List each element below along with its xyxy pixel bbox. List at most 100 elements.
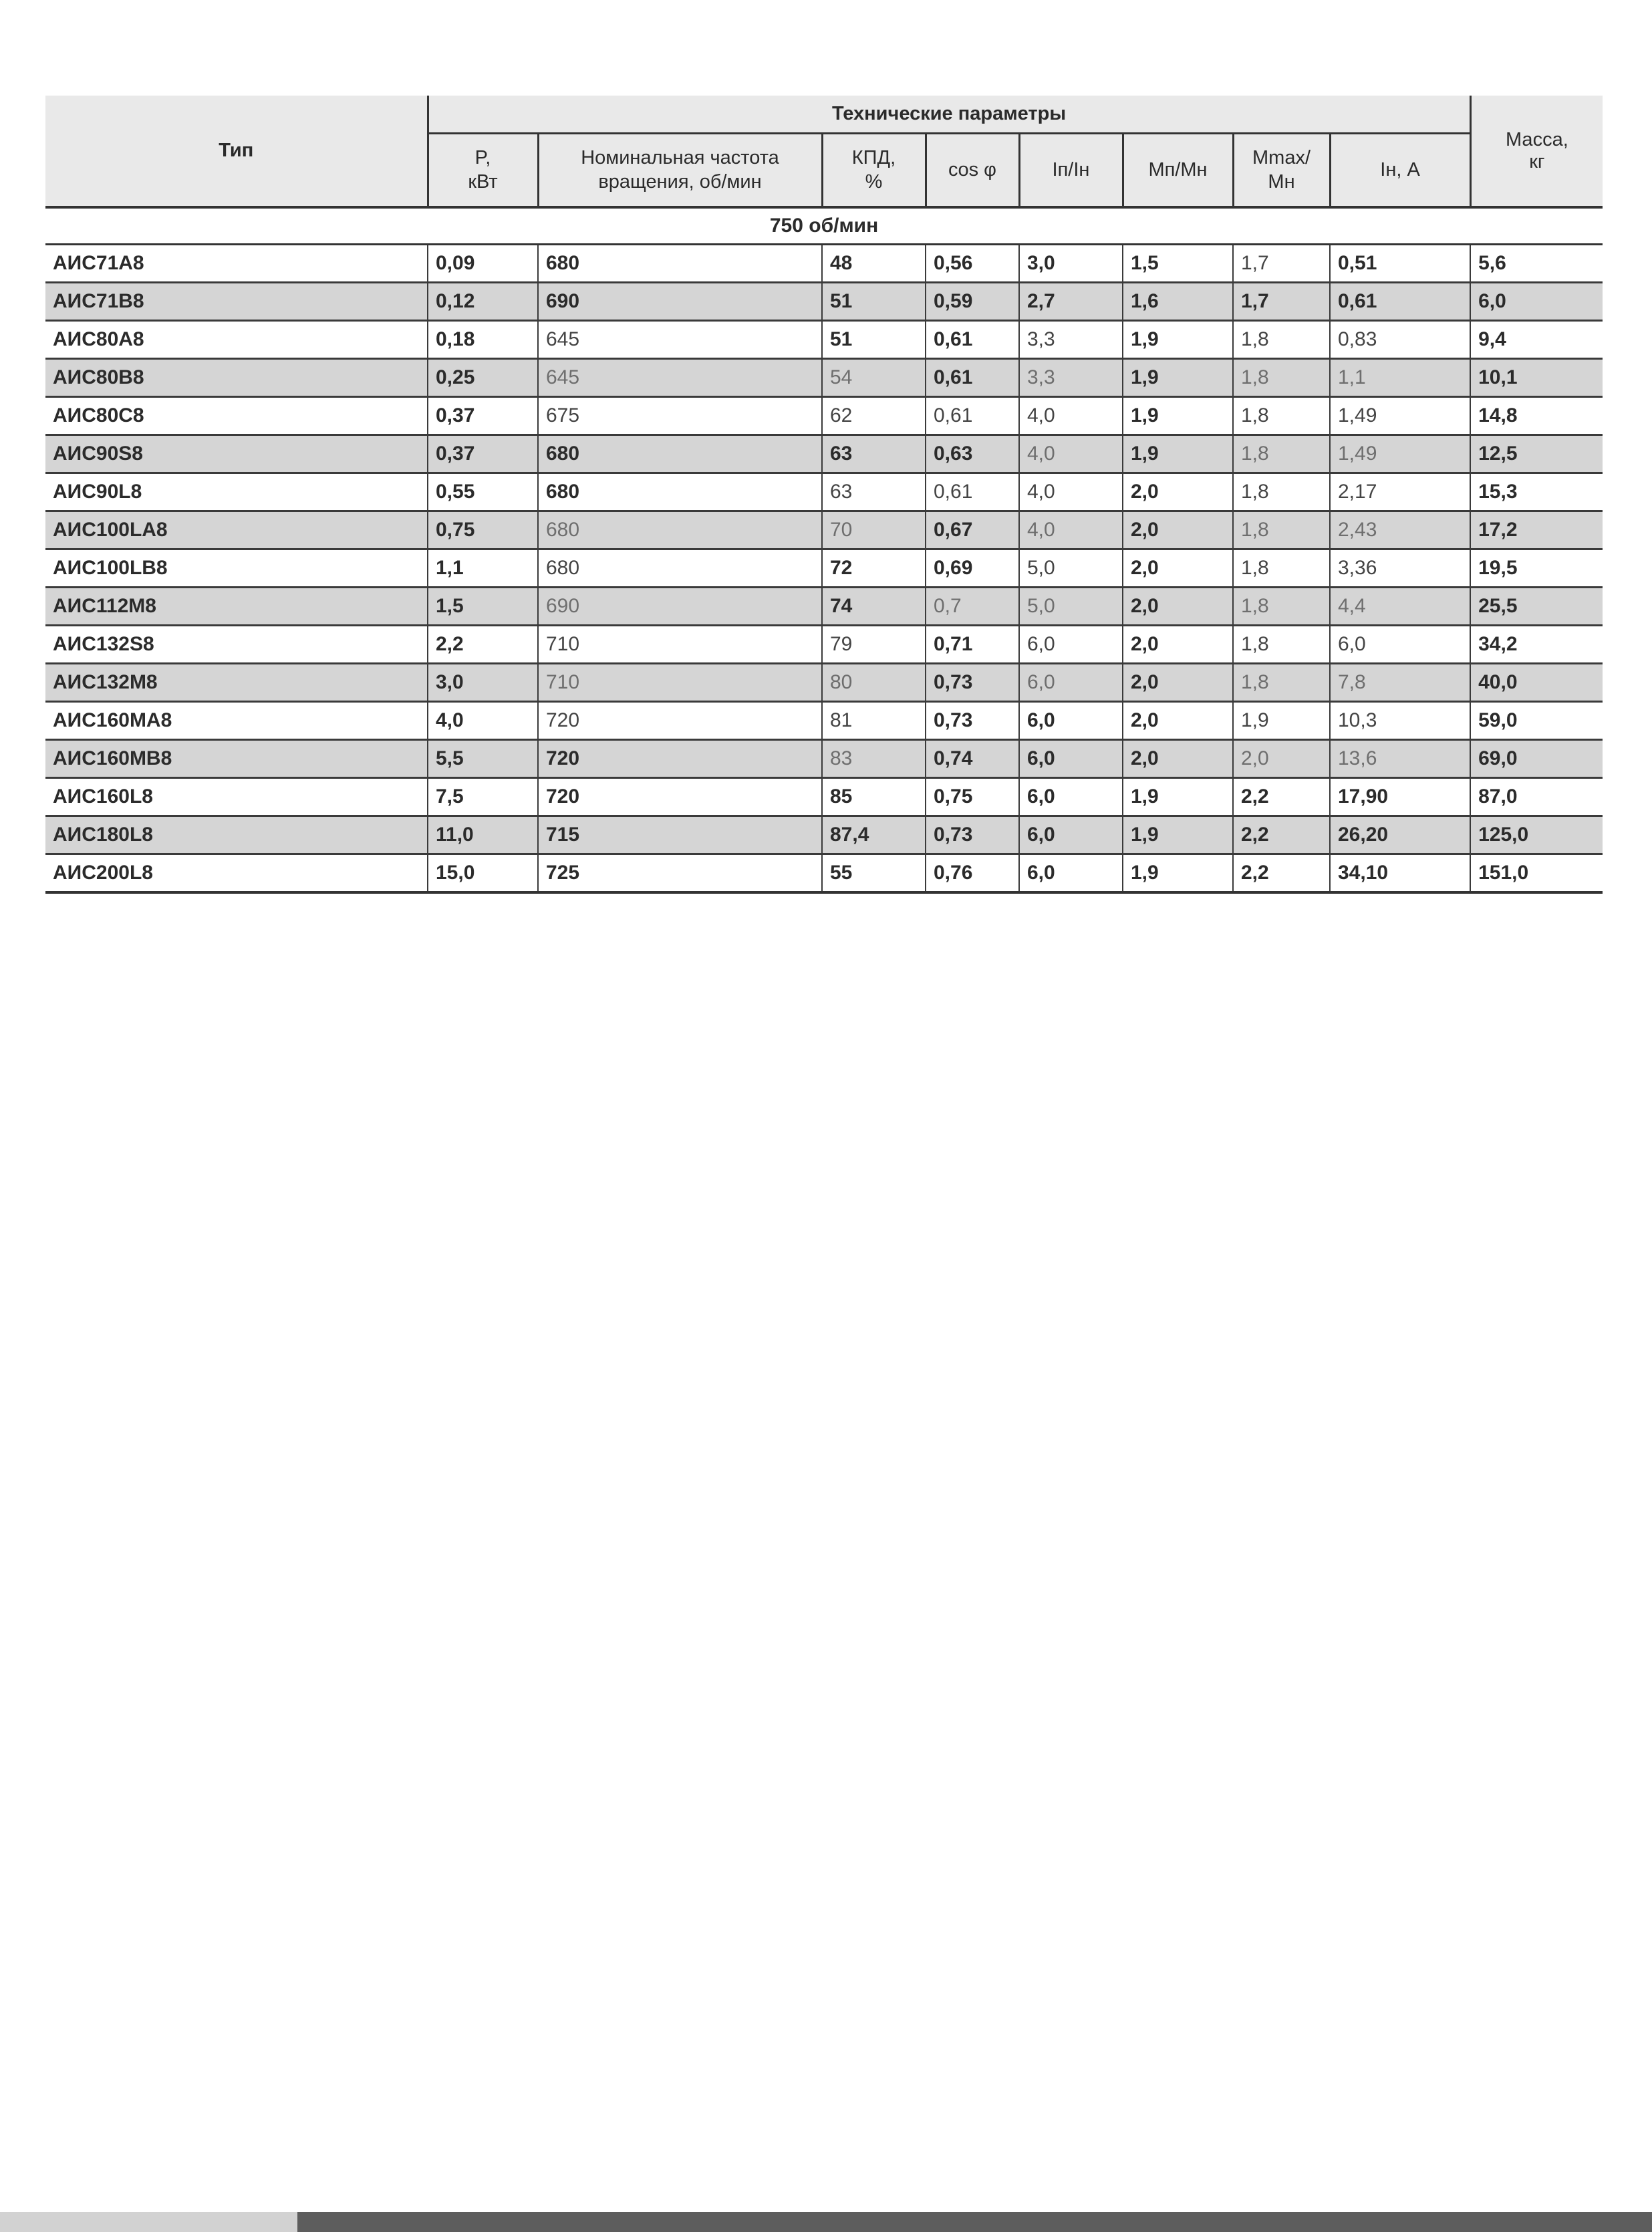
cell-starting-torque-ratio: 2,0 xyxy=(1123,625,1234,664)
cell-efficiency: 81 xyxy=(822,701,926,741)
cell-power: 1,1 xyxy=(428,549,539,588)
table-row: АИС80А8 0,18 645 51 0,61 3,3 1,9 1,8 0,83 9,4 xyxy=(45,320,1603,360)
cell-power-factor: 0,71 xyxy=(926,625,1020,664)
cell-current-ratio: 6,0 xyxy=(1019,625,1123,664)
mass-header-line-1: Масса, xyxy=(1505,128,1568,150)
cell-rated-speed: 720 xyxy=(538,739,823,779)
power-header-line-1: P, xyxy=(474,147,491,169)
table-row: АИС100LВ8 1,1 680 72 0,69 5,0 2,0 1,8 3,36 19,5 xyxy=(45,549,1603,588)
table-row: АИС132S8 2,2 710 79 0,71 6,0 2,0 1,8 6,0 34,2 xyxy=(45,625,1603,664)
cell-power: 0,75 xyxy=(428,511,539,550)
cell-max-torque-ratio: 1,8 xyxy=(1233,473,1331,512)
power-factor-header-line-1: cos φ xyxy=(948,158,996,180)
cell-type: АИС132М8 xyxy=(45,663,428,703)
horizontal-scrollbar-thumb[interactable] xyxy=(297,2212,1652,2232)
table-body: 750 об/мин xyxy=(45,207,1603,245)
header-row-group: Тип Технические параметры Масса, кг xyxy=(45,96,1603,209)
efficiency-header-line-2: % xyxy=(865,170,883,193)
cell-rated-current: 0,51 xyxy=(1330,244,1472,283)
cell-power: 5,5 xyxy=(428,739,539,779)
table-row: АИС90L8 0,55 680 63 0,61 4,0 2,0 1,8 2,17 15,3 xyxy=(45,473,1603,512)
cell-type: АИС132S8 xyxy=(45,625,428,664)
power-header-line-2: кВт xyxy=(468,170,498,193)
cell-rated-current: 13,6 xyxy=(1330,739,1472,779)
cell-type: АИС71А8 xyxy=(45,244,428,283)
cell-starting-torque-ratio: 1,9 xyxy=(1123,777,1234,817)
cell-type: АИС80С8 xyxy=(45,396,428,436)
cell-rated-speed: 645 xyxy=(538,358,823,398)
cell-type: АИС80А8 xyxy=(45,320,428,360)
cell-mass: 59,0 xyxy=(1470,701,1603,741)
cell-current-ratio: 5,0 xyxy=(1019,587,1123,626)
cell-type: АИС112М8 xyxy=(45,587,428,626)
cell-mass: 69,0 xyxy=(1470,739,1603,779)
cell-efficiency: 70 xyxy=(822,511,926,550)
cell-max-torque-ratio: 1,8 xyxy=(1233,358,1331,398)
cell-power: 0,18 xyxy=(428,320,539,360)
cell-power: 0,55 xyxy=(428,473,539,512)
section-header-row: 750 об/мин xyxy=(45,207,1603,245)
horizontal-scrollbar[interactable] xyxy=(0,2212,1652,2232)
cell-max-torque-ratio: 1,8 xyxy=(1233,587,1331,626)
cell-power-factor: 0,59 xyxy=(926,282,1020,322)
cell-starting-torque-ratio: 1,9 xyxy=(1123,320,1234,360)
cell-rated-speed: 680 xyxy=(538,549,823,588)
cell-mass: 12,5 xyxy=(1470,435,1603,474)
cell-efficiency: 72 xyxy=(822,549,926,588)
cell-power-factor: 0,75 xyxy=(926,777,1020,817)
table-header: Тип Технические параметры Масса, кг P, к… xyxy=(45,96,1603,209)
current-ratio-header-line-1: Iп/Iн xyxy=(1052,158,1090,180)
table-row: АИС90S8 0,37 680 63 0,63 4,0 1,9 1,8 1,49 12,5 xyxy=(45,435,1603,474)
cell-power-factor: 0,63 xyxy=(926,435,1020,474)
column-header-rated-speed: Номинальная частота вращения, об/мин xyxy=(537,133,822,209)
column-header-power: P, кВт xyxy=(426,133,538,209)
cell-starting-torque-ratio: 1,9 xyxy=(1123,854,1234,894)
cell-rated-speed: 720 xyxy=(538,701,823,741)
cell-current-ratio: 4,0 xyxy=(1019,396,1123,436)
cell-power: 7,5 xyxy=(428,777,539,817)
cell-efficiency: 48 xyxy=(822,244,926,283)
cell-current-ratio: 6,0 xyxy=(1019,663,1123,703)
table-row: АИС160L8 7,5 720 85 0,75 6,0 1,9 2,2 17,90 87,0 xyxy=(45,777,1603,817)
max-torque-header-line-1: Mmax/ xyxy=(1252,147,1311,169)
cell-max-torque-ratio: 2,0 xyxy=(1233,739,1331,779)
cell-efficiency: 55 xyxy=(822,854,926,894)
speed-header-line-1: Номинальная частота xyxy=(581,147,779,169)
cell-rated-current: 4,4 xyxy=(1330,587,1472,626)
cell-rated-current: 3,36 xyxy=(1330,549,1472,588)
cell-starting-torque-ratio: 1,9 xyxy=(1123,435,1234,474)
cell-power: 11,0 xyxy=(428,816,539,855)
cell-rated-speed: 720 xyxy=(538,777,823,817)
cell-type: АИС160МВ8 xyxy=(45,739,428,779)
cell-mass: 6,0 xyxy=(1470,282,1603,322)
cell-type: АИС80В8 xyxy=(45,358,428,398)
cell-current-ratio: 3,0 xyxy=(1019,244,1123,283)
cell-power-factor: 0,73 xyxy=(926,701,1020,741)
column-header-max-torque-ratio: Mmax/ Мн xyxy=(1232,133,1330,209)
cell-power-factor: 0,61 xyxy=(926,358,1020,398)
cell-power: 0,37 xyxy=(428,396,539,436)
cell-rated-speed: 680 xyxy=(538,473,823,512)
cell-starting-torque-ratio: 1,9 xyxy=(1123,358,1234,398)
cell-efficiency: 54 xyxy=(822,358,926,398)
cell-power: 0,37 xyxy=(428,435,539,474)
table-row: АИС71В8 0,12 690 51 0,59 2,7 1,6 1,7 0,61 6,0 xyxy=(45,282,1603,322)
cell-max-torque-ratio: 1,8 xyxy=(1233,435,1331,474)
cell-power-factor: 0,76 xyxy=(926,854,1020,894)
table-row: АИС80С8 0,37 675 62 0,61 4,0 1,9 1,8 1,49 14,8 xyxy=(45,396,1603,436)
cell-power: 15,0 xyxy=(428,854,539,894)
cell-efficiency: 63 xyxy=(822,473,926,512)
cell-type: АИС100LВ8 xyxy=(45,549,428,588)
cell-power-factor: 0,69 xyxy=(926,549,1020,588)
cell-starting-torque-ratio: 2,0 xyxy=(1123,701,1234,741)
cell-efficiency: 85 xyxy=(822,777,926,817)
cell-mass: 10,1 xyxy=(1470,358,1603,398)
cell-starting-torque-ratio: 1,5 xyxy=(1123,244,1234,283)
cell-max-torque-ratio: 2,2 xyxy=(1233,777,1331,817)
rated-current-header-line-1: Iн, A xyxy=(1380,158,1420,180)
cell-rated-current: 0,83 xyxy=(1330,320,1472,360)
cell-type: АИС200L8 xyxy=(45,854,428,894)
starting-torque-header-line-1: Мп/Мн xyxy=(1148,158,1208,180)
cell-rated-current: 6,0 xyxy=(1330,625,1472,664)
cell-power: 0,12 xyxy=(428,282,539,322)
